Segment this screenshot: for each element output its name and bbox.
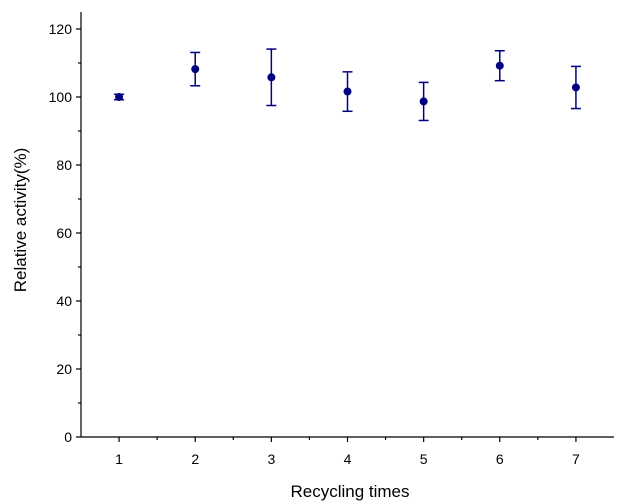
y-tick-label: 0: [64, 429, 72, 445]
data-points: [115, 61, 580, 106]
error-bars: [114, 48, 581, 122]
y-tick-label: 40: [56, 293, 72, 309]
data-point: [343, 87, 352, 96]
x-tick-label: 3: [267, 451, 275, 467]
data-point: [115, 93, 124, 101]
data-point: [419, 97, 428, 106]
x-ticks: 1 2 3 4 5 6 7: [115, 437, 580, 467]
y-tick-label: 60: [56, 225, 72, 241]
y-axis-title: Relative activity(%): [11, 148, 30, 293]
data-point: [571, 83, 580, 92]
data-point: [495, 61, 504, 70]
x-tick-label: 4: [344, 451, 352, 467]
data-point: [267, 73, 276, 82]
x-tick-label: 6: [496, 451, 504, 467]
y-tick-label: 100: [49, 89, 73, 105]
x-tick-label: 7: [572, 451, 580, 467]
data-point: [191, 65, 200, 74]
y-tick-label: 20: [56, 361, 72, 377]
y-tick-label: 80: [56, 157, 72, 173]
y-tick-label: 120: [49, 21, 73, 37]
y-ticks: 0 20 40 60 80 100 120: [49, 21, 81, 445]
x-tick-label: 2: [191, 451, 199, 467]
x-tick-label: 5: [420, 451, 428, 467]
x-axis-title: Recycling times: [290, 482, 409, 501]
x-tick-label: 1: [115, 451, 123, 467]
